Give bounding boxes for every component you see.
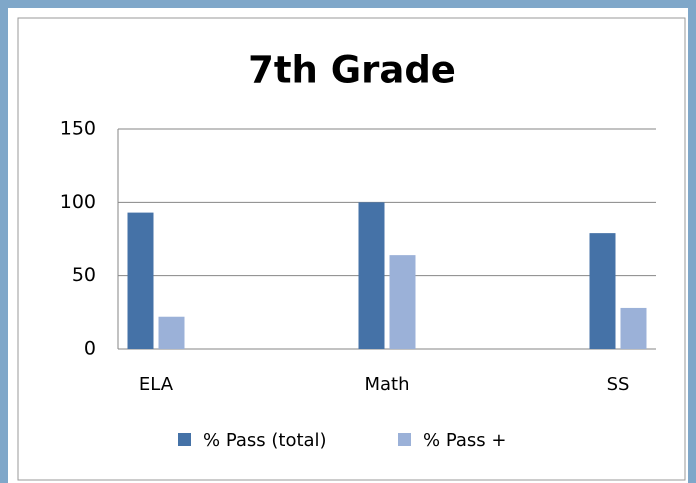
legend-swatch (398, 433, 411, 446)
y-tick-label: 0 (84, 338, 96, 360)
bar (158, 316, 185, 349)
legend-swatch (178, 433, 191, 446)
bar (389, 255, 416, 349)
legend-label: % Pass + (423, 430, 506, 451)
x-tick-label: SS (607, 374, 630, 395)
bar (127, 212, 154, 349)
bar (620, 307, 647, 349)
chart-title: 7th Grade (248, 49, 456, 92)
legend-label: % Pass (total) (203, 430, 327, 451)
x-tick-label: Math (364, 374, 409, 395)
x-tick-label: ELA (139, 374, 174, 395)
bar (358, 202, 385, 349)
y-tick-label: 100 (60, 191, 96, 213)
bar (589, 233, 616, 349)
y-tick-label: 50 (72, 264, 96, 286)
y-tick-label: 150 (60, 118, 96, 140)
